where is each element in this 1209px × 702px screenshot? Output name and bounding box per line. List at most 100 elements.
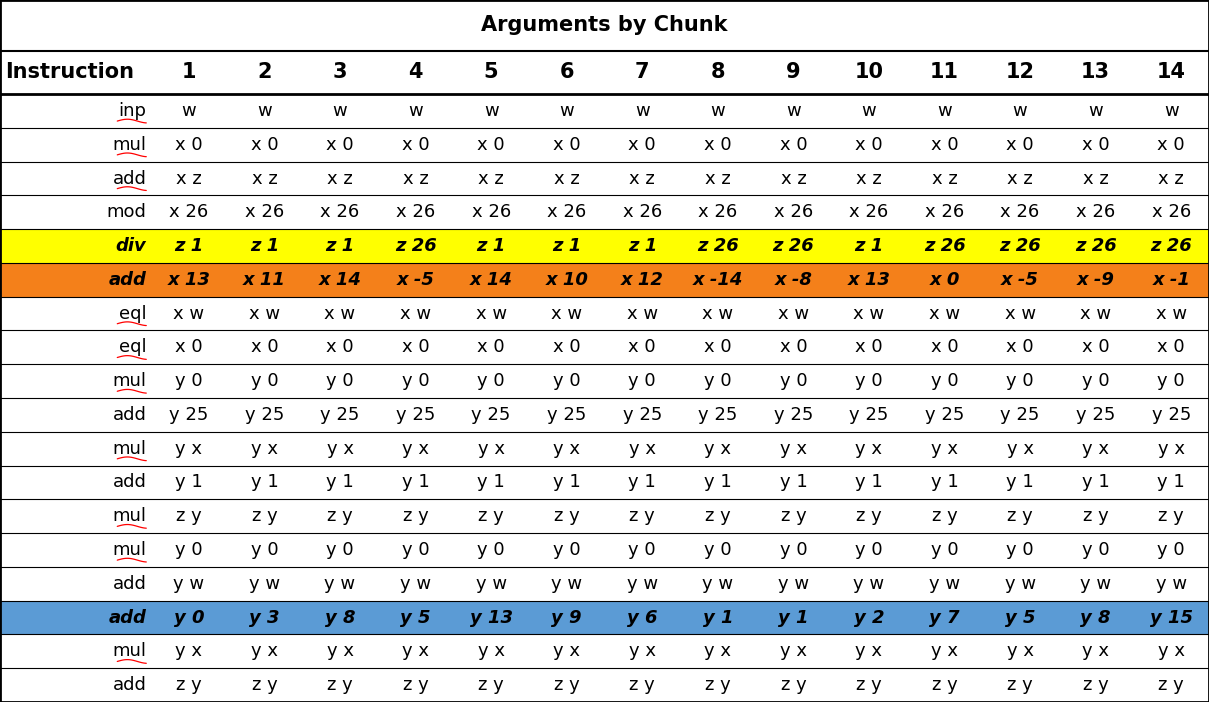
Text: z 26: z 26	[999, 237, 1041, 255]
Text: y 0: y 0	[478, 541, 505, 559]
Text: y 25: y 25	[1000, 406, 1040, 424]
Text: z 26: z 26	[394, 237, 436, 255]
Text: z 26: z 26	[773, 237, 815, 255]
Text: x 0: x 0	[704, 338, 731, 357]
Text: y x: y x	[629, 642, 655, 661]
Text: mul: mul	[112, 541, 146, 559]
Text: z y: z y	[781, 508, 806, 525]
Text: z y: z y	[1083, 676, 1109, 694]
Text: y 9: y 9	[551, 609, 582, 627]
Bar	[0, 229, 1209, 263]
Text: y x: y x	[780, 642, 806, 661]
Text: y x: y x	[554, 439, 580, 458]
Text: z y: z y	[251, 676, 277, 694]
Text: y 1: y 1	[779, 609, 809, 627]
Text: x z: x z	[479, 169, 504, 187]
Text: z y: z y	[630, 676, 655, 694]
Text: y x: y x	[1082, 439, 1109, 458]
Text: z 1: z 1	[627, 237, 656, 255]
Text: y 1: y 1	[250, 473, 278, 491]
Text: x z: x z	[1007, 169, 1032, 187]
Text: w: w	[409, 102, 423, 120]
Text: y 6: y 6	[627, 609, 658, 627]
Text: w: w	[181, 102, 196, 120]
Text: z y: z y	[1158, 508, 1184, 525]
Text: x 0: x 0	[930, 271, 960, 289]
Text: y 1: y 1	[553, 473, 580, 491]
Text: y w: y w	[551, 575, 583, 592]
Text: 10: 10	[855, 62, 884, 82]
Text: y x: y x	[478, 439, 504, 458]
Text: x -14: x -14	[693, 271, 744, 289]
Text: y 5: y 5	[400, 609, 430, 627]
Text: y 1: y 1	[780, 473, 808, 491]
Text: x w: x w	[854, 305, 885, 323]
Text: y x: y x	[251, 439, 278, 458]
Text: y 0: y 0	[704, 372, 731, 390]
Text: x 0: x 0	[401, 338, 429, 357]
Text: x 26: x 26	[850, 204, 889, 221]
Text: z 26: z 26	[1075, 237, 1117, 255]
Text: 5: 5	[484, 62, 498, 82]
Text: x w: x w	[1156, 305, 1187, 323]
Text: x 0: x 0	[1006, 135, 1034, 154]
Text: Arguments by Chunk: Arguments by Chunk	[481, 15, 728, 35]
Text: 1: 1	[181, 62, 196, 82]
Text: y w: y w	[702, 575, 734, 592]
Text: x z: x z	[328, 169, 353, 187]
Text: y 0: y 0	[250, 541, 278, 559]
Text: x 26: x 26	[1001, 204, 1040, 221]
Text: x -1: x -1	[1152, 271, 1190, 289]
Text: y 25: y 25	[698, 406, 737, 424]
Text: x z: x z	[705, 169, 730, 187]
Text: z 26: z 26	[696, 237, 739, 255]
Text: y 0: y 0	[1157, 372, 1185, 390]
Text: y x: y x	[931, 642, 958, 661]
Text: x z: x z	[781, 169, 806, 187]
Text: y x: y x	[629, 439, 655, 458]
Text: y w: y w	[400, 575, 432, 592]
Text: x 10: x 10	[545, 271, 588, 289]
Text: x 26: x 26	[925, 204, 964, 221]
Text: y 1: y 1	[704, 473, 731, 491]
Text: 9: 9	[786, 62, 800, 82]
Text: x 13: x 13	[848, 271, 890, 289]
Text: 8: 8	[711, 62, 725, 82]
Bar	[0, 263, 1209, 297]
Text: add: add	[112, 169, 146, 187]
Text: div: div	[116, 237, 146, 255]
Text: x 0: x 0	[478, 338, 505, 357]
Text: w: w	[484, 102, 498, 120]
Text: y 0: y 0	[174, 609, 204, 627]
Text: x 0: x 0	[780, 135, 808, 154]
Text: w: w	[862, 102, 877, 120]
Text: x z: x z	[554, 169, 579, 187]
Text: x w: x w	[1080, 305, 1111, 323]
Text: y 0: y 0	[1006, 372, 1034, 390]
Text: y 0: y 0	[250, 372, 278, 390]
Text: 3: 3	[332, 62, 347, 82]
Text: 7: 7	[635, 62, 649, 82]
Text: y 0: y 0	[855, 372, 883, 390]
Text: x 0: x 0	[401, 135, 429, 154]
Text: y 8: y 8	[1081, 609, 1111, 627]
Text: y 1: y 1	[401, 473, 429, 491]
Text: x 26: x 26	[623, 204, 661, 221]
Text: y 5: y 5	[1005, 609, 1035, 627]
Text: w: w	[560, 102, 574, 120]
Text: z y: z y	[554, 508, 579, 525]
Text: 12: 12	[1006, 62, 1035, 82]
Text: x w: x w	[400, 305, 432, 323]
Text: w: w	[332, 102, 347, 120]
Text: y 0: y 0	[553, 541, 580, 559]
Text: z y: z y	[554, 676, 579, 694]
Text: x 0: x 0	[1157, 135, 1185, 154]
Text: z y: z y	[403, 508, 428, 525]
Text: y 0: y 0	[1157, 541, 1185, 559]
Text: y 1: y 1	[629, 473, 656, 491]
Text: y x: y x	[931, 439, 958, 458]
Text: x 26: x 26	[774, 204, 812, 221]
Text: x w: x w	[249, 305, 280, 323]
Text: w: w	[1164, 102, 1179, 120]
Text: y w: y w	[249, 575, 280, 592]
